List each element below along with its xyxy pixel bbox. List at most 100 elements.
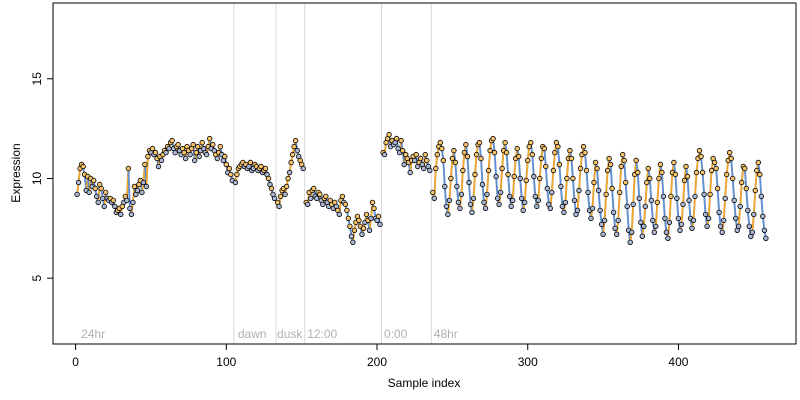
falling-segment <box>745 188 749 211</box>
data-point <box>705 215 712 222</box>
data-point <box>336 211 342 218</box>
data-point <box>683 163 689 170</box>
falling-segment <box>519 178 523 199</box>
falling-segment <box>557 146 561 165</box>
data-point <box>203 151 210 158</box>
data-point <box>217 143 223 150</box>
data-point <box>603 191 609 198</box>
data-point <box>348 233 355 239</box>
data-point <box>152 149 159 156</box>
rising-segment <box>668 196 672 223</box>
data-point <box>623 179 629 186</box>
data-point <box>689 225 695 231</box>
falling-segment <box>572 178 576 201</box>
data-point <box>589 205 596 212</box>
falling-segment <box>481 184 485 203</box>
data-point <box>466 179 472 186</box>
data-point <box>460 167 466 174</box>
data-point <box>494 195 501 202</box>
falling-segment <box>731 178 736 201</box>
data-point <box>130 199 136 206</box>
segment-label: dawn <box>238 327 267 341</box>
y-tick-label: 10 <box>30 171 44 185</box>
data-point <box>677 227 683 233</box>
data-point <box>145 153 151 160</box>
data-point <box>612 225 618 231</box>
data-point <box>535 197 541 204</box>
falling-segment <box>466 156 470 183</box>
x-tick-label: 200 <box>367 355 387 369</box>
data-point <box>472 171 478 178</box>
data-point <box>86 189 92 196</box>
falling-segment <box>442 160 446 187</box>
rising-segment <box>722 198 726 221</box>
data-point <box>469 209 475 216</box>
falling-segment <box>743 168 748 189</box>
data-point <box>681 177 688 184</box>
data-point <box>285 175 291 182</box>
data-point <box>499 165 505 172</box>
data-point <box>537 175 543 182</box>
rising-segment <box>724 174 728 199</box>
data-point <box>755 159 761 166</box>
data-point <box>508 203 514 210</box>
falling-segment <box>716 188 720 213</box>
data-point <box>271 195 278 202</box>
data-point <box>356 217 362 224</box>
data-point <box>118 211 124 218</box>
rising-segment <box>450 158 454 179</box>
segment-label: 24hr <box>81 327 105 341</box>
data-point <box>698 153 704 160</box>
data-point <box>371 205 377 212</box>
data-point <box>592 159 599 166</box>
data-point <box>556 161 563 168</box>
data-point <box>412 157 418 164</box>
data-point <box>386 131 392 138</box>
data-point <box>621 157 627 164</box>
falling-segment <box>480 158 484 185</box>
data-point <box>696 147 703 154</box>
rising-segment <box>644 182 648 207</box>
data-point <box>594 165 600 172</box>
falling-segment <box>585 170 589 193</box>
data-point <box>615 217 621 224</box>
data-point <box>722 195 728 202</box>
data-point <box>226 165 232 172</box>
data-point <box>583 167 590 174</box>
data-point <box>517 175 523 182</box>
data-point <box>323 193 329 200</box>
falling-segment <box>662 196 666 219</box>
data-point <box>562 199 569 206</box>
falling-segment <box>661 172 665 197</box>
rising-segment <box>525 160 529 181</box>
data-point <box>149 145 156 152</box>
data-point <box>223 161 229 168</box>
data-point <box>455 199 462 206</box>
data-point <box>448 175 454 182</box>
rising-segment <box>680 204 684 225</box>
data-point <box>745 207 751 214</box>
data-point <box>519 195 525 202</box>
data-point <box>139 189 145 196</box>
rising-segment <box>145 156 149 187</box>
data-point <box>166 145 172 152</box>
data-point <box>737 203 743 210</box>
x-tick-label: 100 <box>216 355 236 369</box>
data-point <box>532 193 538 200</box>
data-point <box>609 185 615 192</box>
data-point <box>265 175 272 182</box>
data-point <box>92 185 98 192</box>
data-point <box>345 215 352 222</box>
data-point <box>678 221 685 228</box>
data-point <box>629 229 635 235</box>
data-point <box>181 149 187 156</box>
data-point <box>399 147 406 154</box>
falling-segment <box>454 162 458 187</box>
data-point <box>564 175 570 182</box>
falling-segment <box>444 186 448 207</box>
data-point <box>461 149 468 156</box>
data-point <box>347 223 353 229</box>
data-point <box>543 163 549 170</box>
y-tick-label: 15 <box>30 72 44 86</box>
rising-segment <box>656 178 660 203</box>
